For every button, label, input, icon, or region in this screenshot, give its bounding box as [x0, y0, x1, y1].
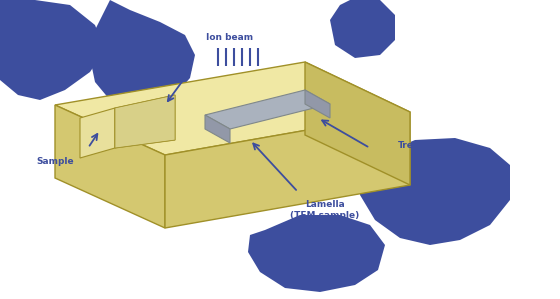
Polygon shape: [115, 95, 175, 148]
Text: Trench: Trench: [398, 141, 432, 150]
Polygon shape: [90, 0, 195, 108]
Polygon shape: [205, 90, 330, 129]
Polygon shape: [80, 108, 115, 158]
Polygon shape: [248, 215, 385, 292]
Polygon shape: [165, 112, 410, 228]
Polygon shape: [55, 62, 410, 155]
Polygon shape: [305, 90, 330, 118]
Polygon shape: [305, 62, 410, 185]
Text: Ion beam: Ion beam: [207, 33, 254, 42]
Polygon shape: [55, 105, 165, 228]
Text: Lamella
(TEM sample): Lamella (TEM sample): [291, 200, 360, 220]
Polygon shape: [115, 95, 175, 148]
Polygon shape: [0, 0, 105, 100]
Polygon shape: [330, 0, 395, 58]
Polygon shape: [205, 115, 230, 143]
Text: Sample: Sample: [36, 158, 74, 167]
Polygon shape: [358, 138, 510, 245]
